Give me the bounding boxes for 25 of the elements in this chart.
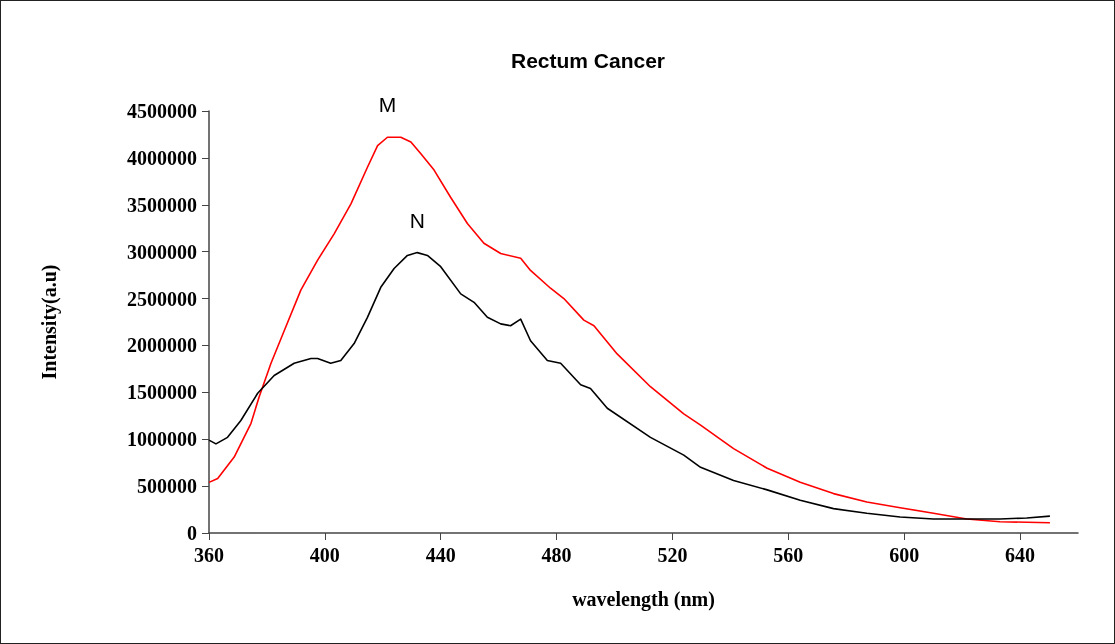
x-tick-label: 440 — [425, 544, 456, 566]
y-axis-title: Intensity(a.u) — [38, 264, 61, 380]
y-tick-label: 3500000 — [127, 193, 197, 216]
y-tick-label: 500000 — [137, 475, 197, 498]
y-tick-label: 2000000 — [127, 334, 197, 357]
y-tick-label: 1000000 — [127, 428, 197, 451]
x-tick-label: 600 — [889, 544, 920, 566]
x-tick-label: 360 — [194, 544, 224, 566]
x-tick-label: 480 — [541, 544, 572, 566]
line-series — [208, 251, 1051, 520]
y-tick-label: 1500000 — [127, 381, 197, 404]
y-tick-label: 4000000 — [127, 146, 197, 169]
chart-title: Rectum Cancer — [510, 49, 666, 72]
y-tick-label: 4500000 — [127, 100, 197, 122]
y-tick-label: 3000000 — [127, 240, 197, 263]
x-tick-label: 560 — [773, 544, 804, 566]
series-label: N — [409, 208, 425, 232]
x-tick-label: 640 — [1005, 544, 1036, 566]
y-tick-label: 0 — [187, 522, 197, 544]
x-tick-label: 520 — [657, 544, 688, 566]
series-label: M — [378, 93, 397, 117]
x-tick-label: 400 — [309, 544, 340, 566]
line-series — [208, 136, 1051, 524]
x-axis-title: wavelength (nm) — [572, 588, 715, 611]
y-tick-label: 2500000 — [127, 287, 197, 310]
